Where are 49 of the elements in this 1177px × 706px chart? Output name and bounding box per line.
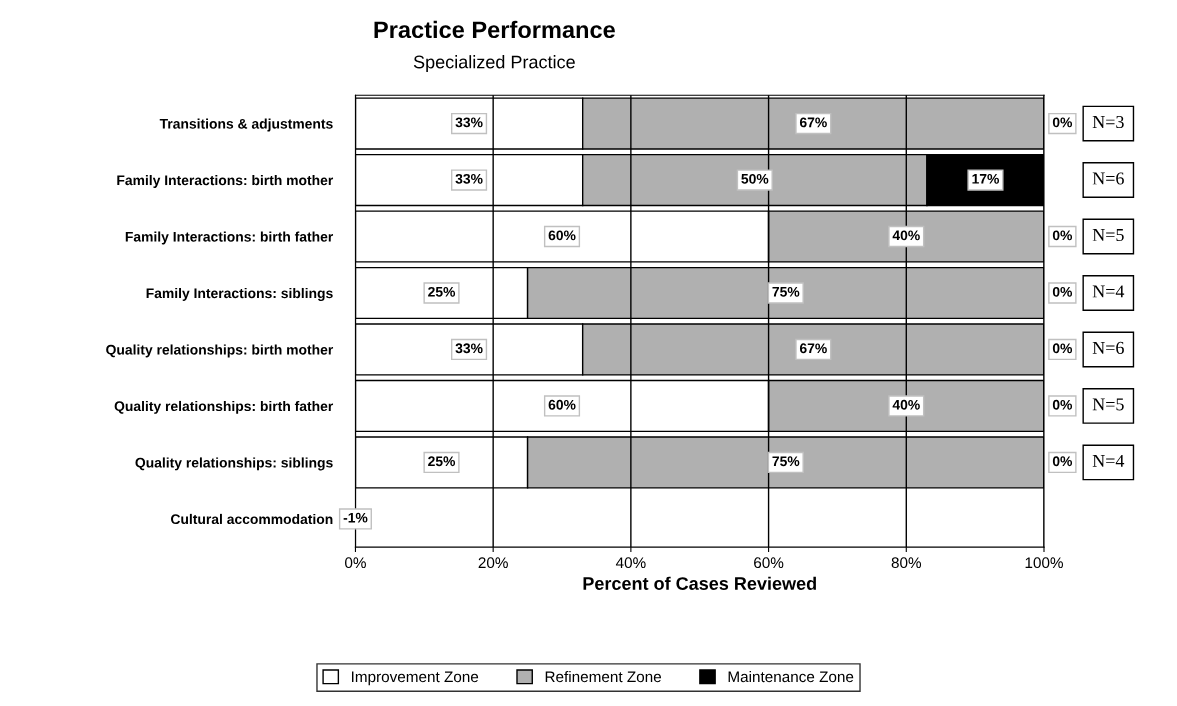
data-label: 0% (1052, 399, 1073, 410)
data-label: 33% (455, 117, 483, 128)
data-label: 67% (799, 117, 827, 128)
legend-label: Maintenance Zone (728, 670, 854, 683)
data-label: 17% (972, 173, 1000, 184)
y-tick-label: Family Interactions: birth mother (117, 175, 334, 188)
data-label: 0% (1052, 286, 1073, 297)
text: N=3 (1092, 115, 1124, 129)
x-tick-label: 100% (1025, 557, 1063, 569)
y-tick-label: Transitions & adjustments (159, 118, 333, 132)
data-label: 67% (799, 343, 827, 354)
x-axis-title: Percent of Cases Reviewed (583, 576, 816, 590)
legend-label: Refinement Zone (545, 670, 662, 683)
data-label: 50% (741, 173, 769, 184)
y-tick-label: Cultural accommodation (170, 513, 333, 525)
data-label: 0% (1052, 117, 1073, 128)
data-label: 75% (772, 456, 800, 467)
annotation: -1% (343, 512, 368, 523)
data-label: 0% (1052, 343, 1073, 354)
y-tick-label: Family Interactions: siblings (146, 287, 333, 301)
data-label: 33% (455, 343, 483, 354)
text: N=5 (1092, 398, 1124, 411)
data-label: 75% (772, 286, 800, 297)
x-tick-label: 20% (478, 557, 508, 569)
x-tick-label: 40% (615, 557, 646, 569)
chart-title: Practice Performance (374, 20, 615, 39)
text: N=4 (1092, 454, 1125, 467)
text: N=4 (1092, 285, 1125, 298)
data-label: 25% (428, 286, 456, 297)
data-label: 0% (1052, 456, 1073, 467)
y-tick-label: Quality relationships: birth mother (106, 344, 334, 358)
x-tick-label: 60% (754, 557, 784, 569)
data-label: 60% (548, 230, 576, 241)
data-label: 60% (548, 399, 576, 410)
text: N=6 (1092, 172, 1124, 185)
data-label: 0% (1052, 230, 1073, 241)
chart-subtitle: Specialized Practice (413, 55, 575, 72)
data-label: 40% (892, 399, 920, 410)
text: N=5 (1092, 229, 1124, 242)
y-tick-label: Family Interactions: birth father (125, 231, 334, 245)
data-label: 33% (455, 173, 483, 184)
x-tick-label: 0% (345, 557, 366, 569)
y-tick-label: Quality relationships: siblings (135, 457, 333, 471)
y-tick-label: Quality relationships: birth father (114, 400, 334, 414)
legend-label: Improvement Zone (352, 671, 479, 686)
text: N=6 (1092, 341, 1124, 354)
data-label: 40% (892, 230, 920, 241)
data-label: 25% (428, 456, 456, 467)
x-tick-label: 80% (891, 557, 922, 569)
